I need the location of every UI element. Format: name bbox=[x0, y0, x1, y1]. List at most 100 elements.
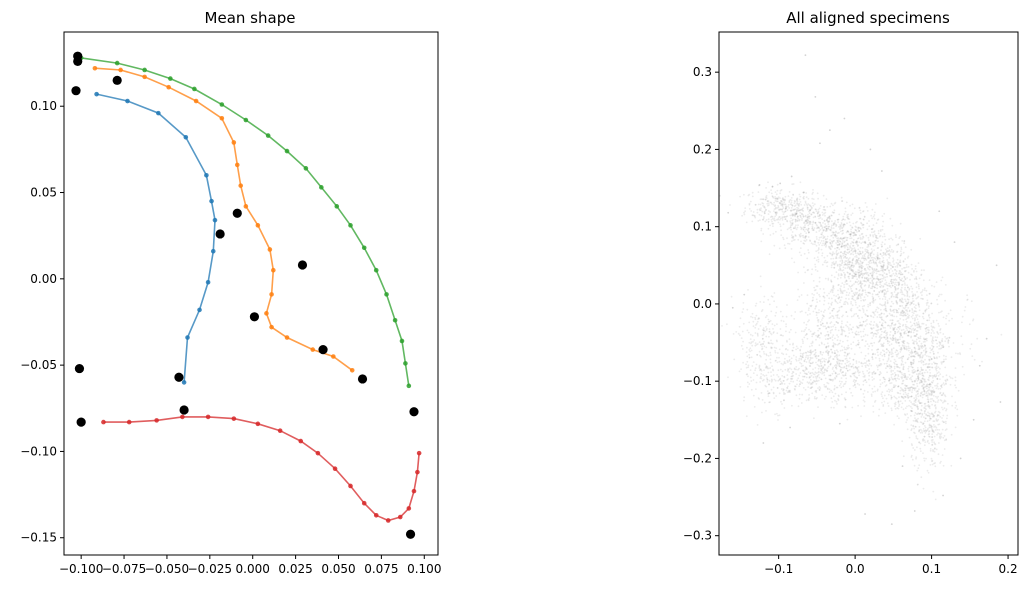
specimen-point bbox=[755, 324, 757, 326]
specimen-point bbox=[879, 371, 881, 373]
specimen-point bbox=[767, 218, 770, 221]
specimen-point bbox=[843, 346, 846, 349]
specimen-point bbox=[880, 337, 882, 340]
specimen-point bbox=[906, 419, 908, 421]
specimen-point bbox=[919, 335, 922, 338]
specimen-point bbox=[940, 399, 943, 402]
specimen-point bbox=[926, 414, 929, 417]
specimen-point bbox=[836, 232, 839, 235]
specimen-point bbox=[847, 244, 850, 246]
specimen-point bbox=[881, 255, 883, 257]
specimen-point bbox=[917, 407, 919, 410]
specimen-point bbox=[872, 299, 875, 302]
specimen-point bbox=[831, 339, 834, 341]
specimen-point bbox=[812, 361, 814, 364]
specimen-point bbox=[779, 328, 782, 330]
specimen-point bbox=[908, 436, 911, 439]
specimen-point bbox=[784, 210, 787, 213]
specimen-point bbox=[902, 301, 904, 304]
specimen-point bbox=[936, 378, 939, 380]
specimen-point bbox=[767, 227, 770, 230]
specimen-point bbox=[911, 371, 914, 374]
specimen-point bbox=[913, 397, 916, 399]
specimen-point bbox=[832, 222, 835, 225]
specimen-point bbox=[904, 270, 906, 273]
specimen-point bbox=[922, 317, 925, 320]
specimen-point bbox=[812, 221, 815, 224]
specimen-point bbox=[906, 294, 909, 296]
specimen-point bbox=[797, 207, 800, 210]
specimen-point bbox=[792, 342, 794, 345]
specimen-point bbox=[862, 223, 865, 226]
specimen-point bbox=[907, 316, 910, 319]
specimen-point bbox=[839, 366, 842, 369]
specimen-point bbox=[834, 352, 836, 355]
specimen-point bbox=[899, 386, 902, 389]
specimen-point bbox=[779, 223, 781, 226]
specimen-point bbox=[806, 294, 809, 297]
specimen-point bbox=[791, 371, 794, 373]
specimen-point bbox=[860, 287, 863, 289]
specimen-point bbox=[813, 331, 816, 334]
specimen-point bbox=[845, 279, 848, 282]
specimen-point bbox=[862, 393, 865, 395]
specimen-point bbox=[827, 223, 830, 226]
specimen-point bbox=[857, 262, 860, 264]
specimen-point bbox=[921, 345, 924, 347]
specimen-point bbox=[760, 198, 763, 201]
specimen-point bbox=[887, 357, 890, 360]
specimen-point bbox=[942, 346, 944, 349]
specimen-point bbox=[863, 285, 866, 287]
specimen-point bbox=[856, 368, 859, 371]
specimen-point bbox=[928, 375, 931, 377]
curve-point bbox=[231, 416, 237, 421]
specimen-point bbox=[783, 216, 785, 219]
specimen-point bbox=[785, 215, 788, 218]
specimen-point bbox=[832, 204, 834, 207]
specimen-point bbox=[858, 276, 861, 279]
specimen-point bbox=[886, 250, 889, 253]
specimen-point bbox=[846, 361, 849, 364]
specimen-point bbox=[938, 414, 940, 417]
specimen-point bbox=[931, 326, 934, 329]
specimen-point bbox=[896, 281, 899, 284]
specimen-point bbox=[921, 430, 923, 432]
specimen-point bbox=[835, 321, 838, 323]
specimen-point bbox=[968, 323, 971, 326]
specimen-point bbox=[762, 198, 764, 201]
specimen-point bbox=[914, 350, 917, 353]
specimen-point bbox=[896, 275, 898, 278]
specimen-point bbox=[924, 410, 926, 412]
specimen-point bbox=[895, 338, 897, 341]
specimen-point bbox=[914, 317, 916, 319]
specimen-point bbox=[866, 319, 868, 321]
specimen-point bbox=[893, 386, 895, 389]
specimen-point bbox=[871, 268, 874, 271]
specimen-point bbox=[845, 391, 847, 394]
specimen-point bbox=[838, 296, 841, 298]
specimen-point bbox=[823, 364, 826, 366]
specimen-point bbox=[849, 261, 851, 264]
specimen-point bbox=[897, 342, 900, 344]
specimen-point bbox=[770, 310, 773, 313]
specimen-point bbox=[848, 357, 851, 360]
specimen-point bbox=[862, 274, 864, 277]
specimen-point bbox=[908, 365, 910, 368]
specimen-point bbox=[807, 206, 809, 209]
specimen-point bbox=[767, 395, 770, 397]
specimen-point bbox=[796, 379, 799, 382]
specimen-point bbox=[914, 353, 917, 355]
specimen-point bbox=[929, 449, 932, 452]
specimen-point bbox=[828, 297, 831, 300]
specimen-point bbox=[882, 265, 884, 268]
specimen-point bbox=[832, 253, 834, 255]
specimen-point bbox=[853, 275, 855, 277]
specimen-point bbox=[823, 371, 826, 374]
specimen-point bbox=[795, 210, 798, 213]
specimen-point bbox=[883, 308, 886, 311]
specimen-point bbox=[848, 250, 851, 253]
specimen-point bbox=[721, 325, 723, 327]
specimen-point bbox=[876, 219, 879, 221]
specimen-point bbox=[914, 328, 917, 330]
specimen-point bbox=[879, 230, 882, 233]
